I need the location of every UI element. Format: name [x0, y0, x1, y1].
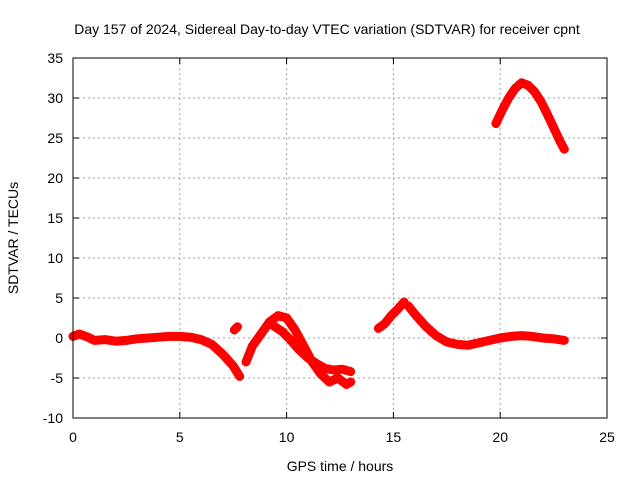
- y-tick-label: 20: [47, 170, 63, 186]
- x-tick-label: 20: [492, 429, 508, 445]
- x-tick-label: 10: [279, 429, 295, 445]
- y-tick-label: 35: [47, 50, 63, 66]
- series-line-segment-6: [403, 301, 569, 350]
- y-tick-label: 30: [47, 90, 63, 106]
- y-tick-label: 15: [47, 210, 63, 226]
- x-tick-label: 25: [599, 429, 615, 445]
- y-tick-label: 5: [55, 290, 63, 306]
- x-tick-label: 0: [69, 429, 77, 445]
- y-tick-label: 10: [47, 250, 63, 266]
- series-line-segment-5: [373, 297, 409, 333]
- y-tick-label: -5: [51, 370, 64, 386]
- series-line-segment-1: [68, 329, 245, 381]
- x-tick-label: 15: [386, 429, 402, 445]
- data-series: [68, 78, 569, 389]
- y-tick-label: 25: [47, 130, 63, 146]
- grid: [73, 58, 607, 418]
- y-axis-label: SDTVAR / TECUs: [5, 182, 21, 294]
- series-line-segment-7: [491, 78, 569, 154]
- plot-frame: [72, 57, 608, 419]
- chart-title: Day 157 of 2024, Sidereal Day-to-day VTE…: [74, 21, 580, 37]
- series-line-segment-4: [269, 321, 356, 377]
- y-tick-label: -10: [43, 410, 63, 426]
- series-line-segment-3: [241, 311, 356, 389]
- y-tick-label: 0: [55, 330, 63, 346]
- x-axis-label: GPS time / hours: [287, 458, 394, 474]
- series-line-segment-2: [229, 322, 242, 335]
- x-tick-label: 5: [176, 429, 184, 445]
- axis-ticks: 0 5 10 15 20 25 -10 -5 0 5 10 15 20 25 30 35: [43, 50, 615, 445]
